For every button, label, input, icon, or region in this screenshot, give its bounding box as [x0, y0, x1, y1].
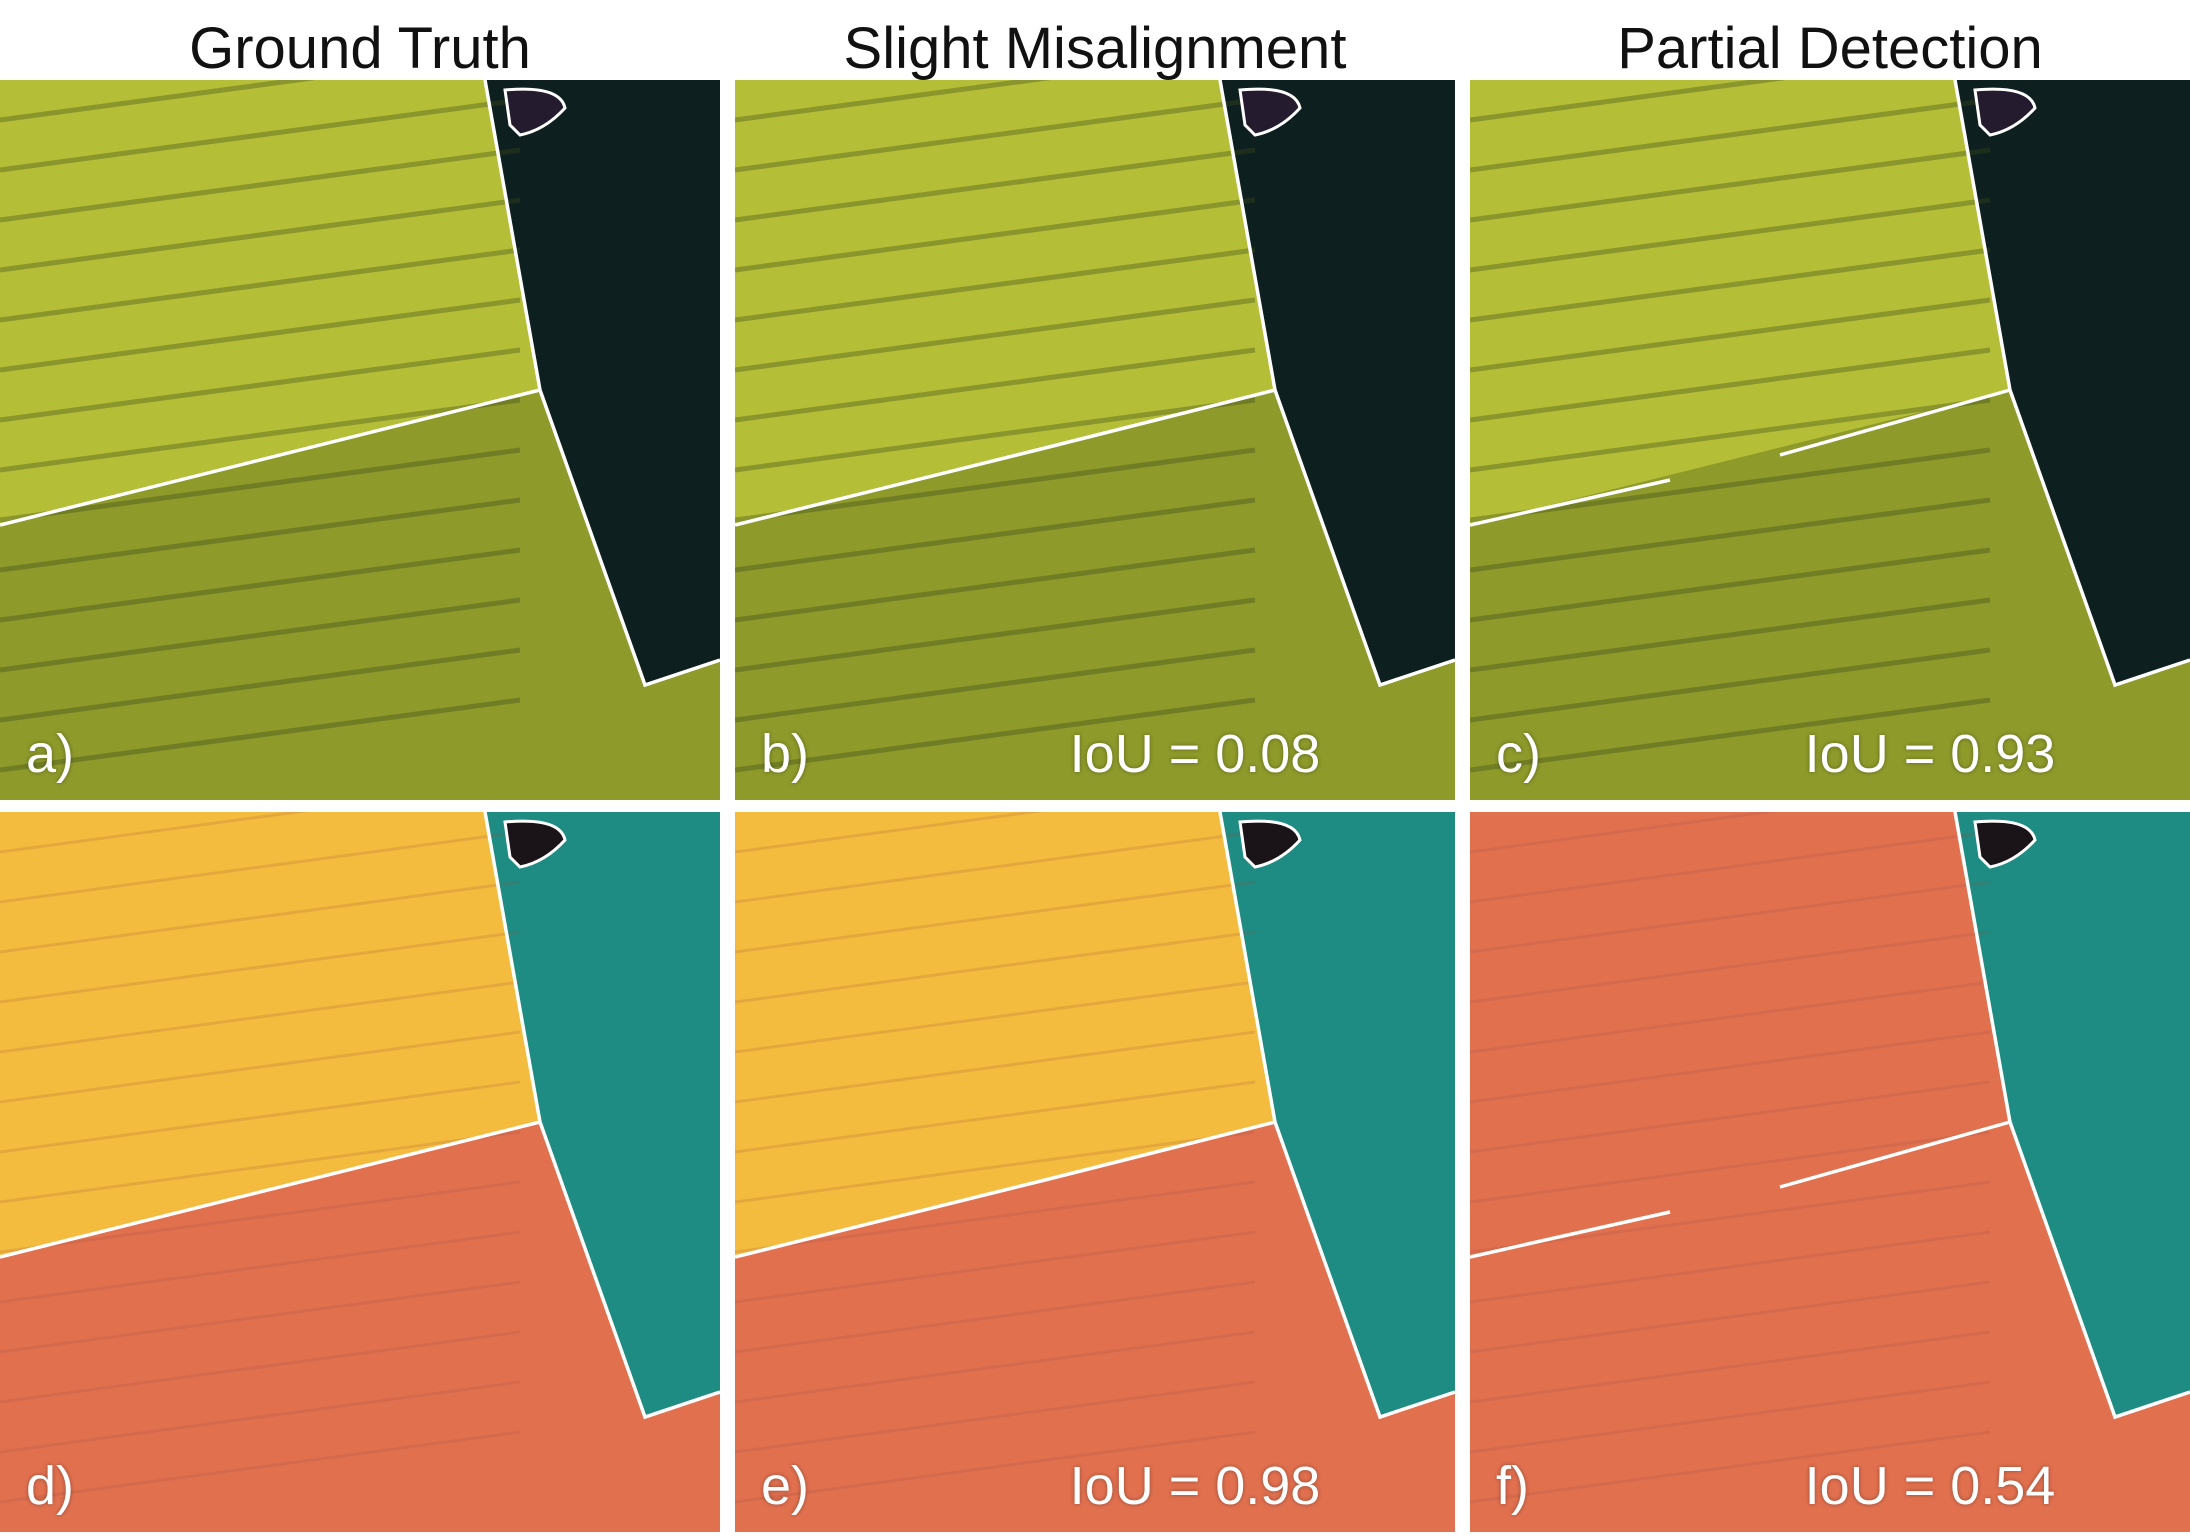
pond: [1238, 819, 1302, 869]
boundary-segment: [1779, 388, 2011, 457]
pond: [1238, 87, 1302, 137]
panel-f: f) IoU = 0.54: [1470, 812, 2190, 1532]
pond: [1973, 87, 2037, 137]
boundary-segment: [1953, 812, 2190, 1420]
furrows: [0, 812, 521, 1504]
panel-c: c) IoU = 0.93: [1470, 80, 2190, 800]
panel-f-label: f): [1496, 1456, 1529, 1516]
panel-a-label: a): [26, 724, 75, 784]
field-top: [735, 812, 1275, 1257]
panel-b-iou: IoU = 0.08: [1069, 724, 1321, 784]
panel-e-image: [735, 812, 1455, 1532]
furrows: [1470, 80, 1991, 773]
title-partial-detection: Partial Detection: [1617, 16, 2043, 81]
boundary-lines: [0, 812, 720, 1420]
panel-e-label: e): [761, 1456, 810, 1516]
panel-e: e) IoU = 0.98: [735, 812, 1455, 1532]
panel-d-image: [0, 812, 720, 1532]
panel-b-image: [735, 80, 1455, 800]
furrows: [735, 812, 1256, 1504]
panel-c-image: [1470, 80, 2190, 800]
pond: [503, 87, 567, 137]
panel-c-iou: IoU = 0.93: [1804, 724, 2056, 784]
boundary-lines: [1470, 80, 2190, 688]
panel-a: a): [0, 80, 720, 800]
panel-b-label: b): [761, 724, 810, 784]
panel-a-image: [0, 80, 720, 800]
field-top: [1470, 812, 2010, 1257]
field-top: [0, 80, 540, 525]
pond: [1973, 819, 2037, 869]
boundary-segment: [1218, 812, 1455, 1420]
boundary-segment: [1218, 80, 1455, 688]
boundary-lines: [0, 80, 720, 688]
title-slight-misalignment: Slight Misalignment: [843, 16, 1347, 81]
boundary-lines: [735, 812, 1455, 1420]
field-top: [0, 812, 540, 1257]
panel-d-label: d): [26, 1456, 75, 1516]
panel-f-iou: IoU = 0.54: [1804, 1456, 2056, 1516]
furrows: [735, 80, 1256, 773]
boundary-segment: [1470, 1210, 1671, 1259]
boundary-lines: [735, 80, 1455, 688]
panel-f-image: [1470, 812, 2190, 1532]
boundary-segment: [1953, 80, 2190, 688]
boundary-segment: [483, 80, 720, 688]
boundary-segment: [735, 388, 1276, 527]
furrows: [1470, 812, 1991, 1504]
field-top: [1470, 80, 2010, 525]
panel-d: d): [0, 812, 720, 1532]
field-top: [735, 80, 1275, 525]
panel-b: b) IoU = 0.08: [735, 80, 1455, 800]
boundary-segment: [0, 1120, 541, 1259]
panel-c-label: c): [1496, 724, 1541, 784]
boundary-segment: [1779, 1120, 2011, 1189]
boundary-segment: [483, 812, 720, 1420]
boundary-segment: [0, 388, 541, 527]
boundary-segment: [1470, 478, 1671, 527]
title-ground-truth: Ground Truth: [189, 16, 531, 81]
panel-e-iou: IoU = 0.98: [1069, 1456, 1321, 1516]
pond: [503, 819, 567, 869]
furrows: [0, 80, 521, 773]
boundary-segment: [735, 1120, 1276, 1259]
boundary-lines: [1470, 812, 2190, 1420]
